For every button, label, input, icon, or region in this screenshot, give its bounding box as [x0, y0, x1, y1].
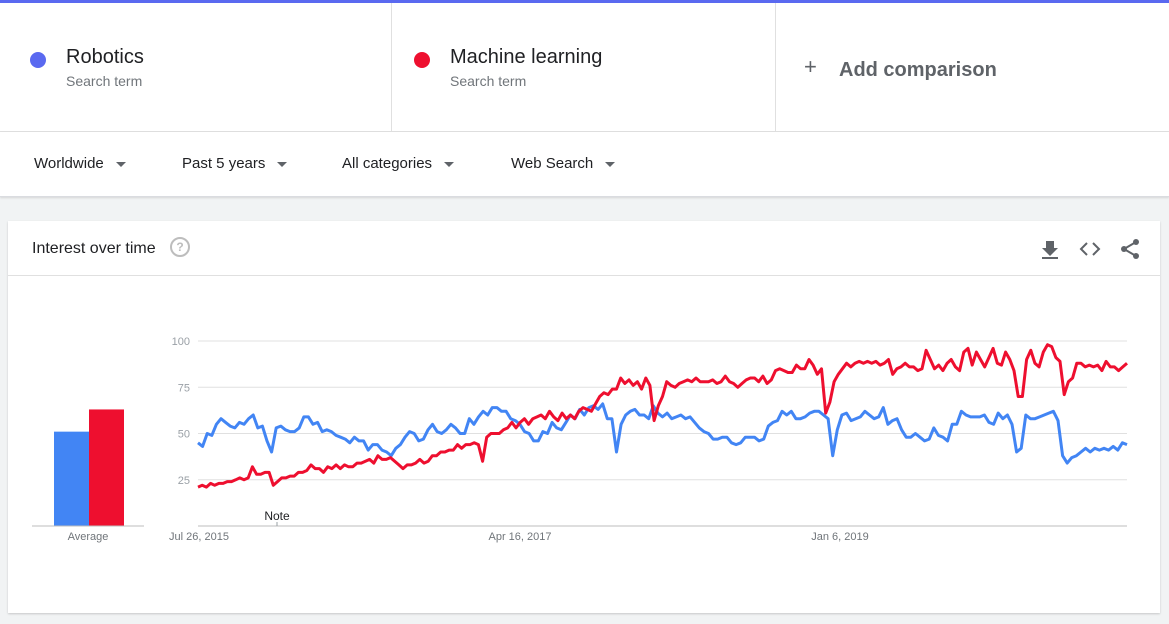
- card-header: Interest over time ?: [8, 221, 1160, 276]
- category-dropdown[interactable]: All categories: [342, 155, 455, 172]
- term-subtitle: Search term: [66, 73, 143, 89]
- category-value: All categories: [342, 155, 433, 172]
- search-type-dropdown[interactable]: Web Search: [511, 155, 616, 172]
- series-line-machine-learning[interactable]: [197, 343, 1128, 489]
- download-icon[interactable]: [1039, 238, 1061, 260]
- card-title: Interest over time: [32, 240, 156, 257]
- top-accent-line: [0, 0, 1169, 3]
- term-subtitle: Search term: [450, 73, 527, 89]
- region-value: Worldwide: [34, 155, 104, 172]
- caret-down-icon: [115, 161, 126, 167]
- help-icon[interactable]: ?: [170, 237, 190, 257]
- filter-bar: Worldwide Past 5 years All categories We…: [0, 132, 1169, 197]
- average-bar-machine-learning[interactable]: [89, 409, 124, 526]
- note-label[interactable]: Note: [264, 509, 290, 523]
- term-card-robotics[interactable]: Robotics Search term: [8, 3, 392, 131]
- term-name[interactable]: Machine learning: [450, 46, 603, 68]
- average-bar-robotics[interactable]: [54, 431, 89, 526]
- y-tick-label: 50: [178, 429, 190, 441]
- x-tick-label: Jul 26, 2015: [169, 531, 229, 543]
- y-tick-label: 25: [178, 475, 190, 487]
- y-tick-label: 75: [178, 382, 190, 394]
- term-card-machine-learning[interactable]: Machine learning Search term: [392, 3, 776, 131]
- average-label: Average: [68, 531, 109, 543]
- x-tick-label: Apr 16, 2017: [489, 531, 552, 543]
- robotics-color-dot: [30, 52, 46, 68]
- caret-down-icon: [444, 161, 455, 167]
- term-name[interactable]: Robotics: [66, 46, 144, 68]
- y-tick-label: 100: [172, 336, 190, 348]
- x-tick-label: Jan 6, 2019: [811, 531, 869, 543]
- plus-icon: +: [804, 54, 817, 79]
- machine-learning-color-dot: [414, 52, 430, 68]
- caret-down-icon: [605, 161, 616, 167]
- caret-down-icon: [277, 161, 288, 167]
- embed-icon[interactable]: [1079, 238, 1101, 260]
- add-comparison-button[interactable]: + Add comparison: [776, 3, 1169, 131]
- series-line-robotics[interactable]: [197, 402, 1128, 465]
- region-dropdown[interactable]: Worldwide: [34, 155, 126, 172]
- share-icon[interactable]: [1119, 238, 1141, 260]
- time-range-dropdown[interactable]: Past 5 years: [182, 155, 288, 172]
- add-comparison-label: Add comparison: [839, 59, 997, 81]
- search-terms-bar: Robotics Search term Machine learning Se…: [0, 3, 1169, 132]
- time-range-value: Past 5 years: [182, 155, 266, 172]
- search-type-value: Web Search: [511, 155, 594, 172]
